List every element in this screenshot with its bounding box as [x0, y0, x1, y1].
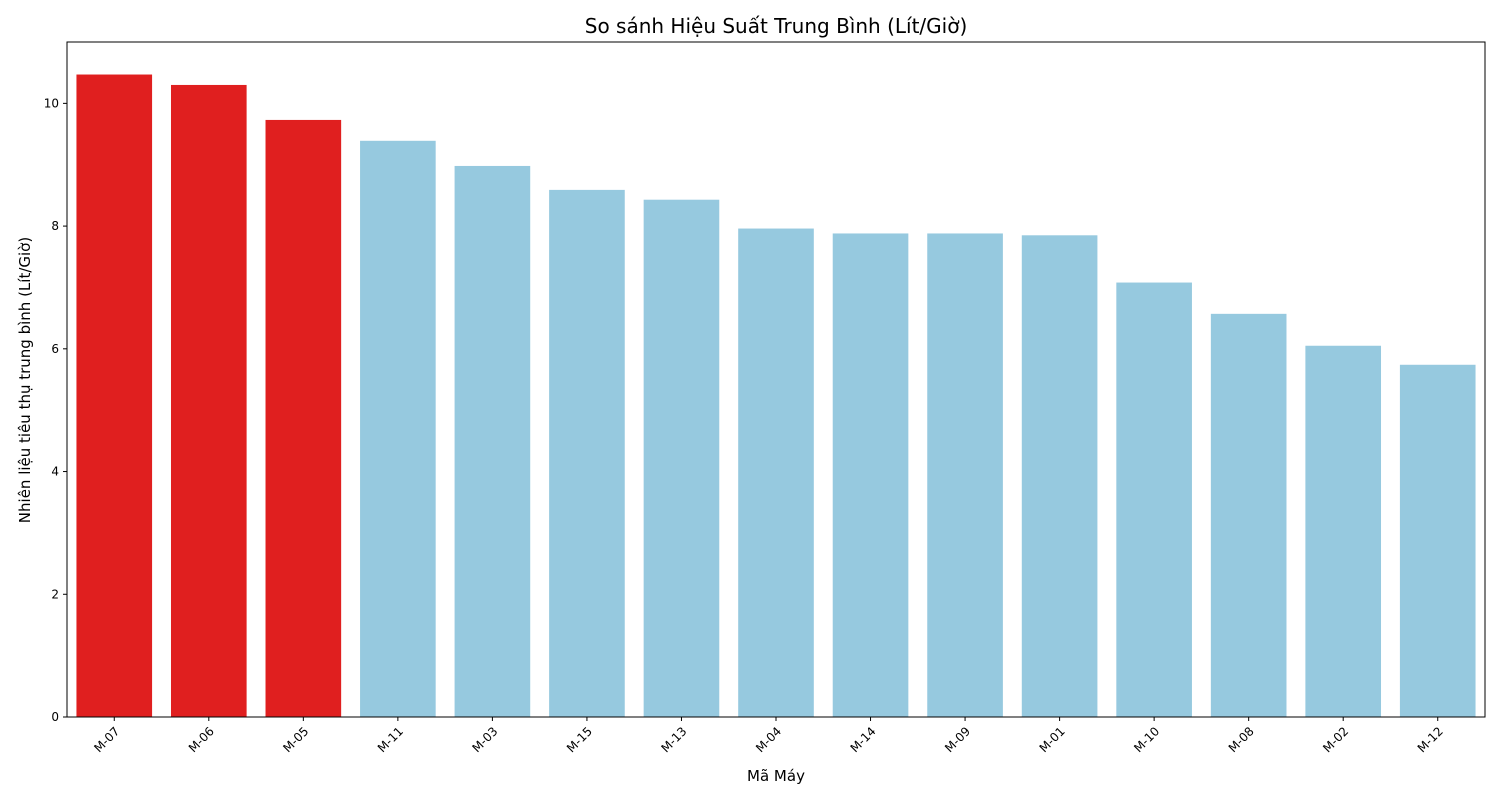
bar-m-05: [265, 119, 342, 717]
bar-m-07: [76, 74, 153, 718]
y-tick-label: 2: [51, 587, 59, 601]
y-axis: 0 2 4 6 8 10: [44, 96, 67, 724]
x-tick-label: M-07: [91, 724, 122, 755]
x-tick-label: M-08: [1226, 724, 1257, 755]
y-tick-label: 8: [51, 219, 59, 233]
x-tick-label: M-12: [1415, 724, 1446, 755]
bar-m-10: [1116, 282, 1192, 717]
x-tick-label: M-04: [753, 724, 784, 755]
plot-frame: [66, 41, 1486, 718]
chart-title: So sánh Hiệu Suất Trung Bình (Lít/Giờ): [585, 14, 968, 38]
x-tick-label: M-05: [280, 724, 311, 755]
x-axis: M-07 M-06 M-05 M-11 M-03 M-15 M-13 M-04 M-14 M-09…: [91, 717, 1446, 755]
x-tick-label: M-09: [942, 724, 973, 755]
y-tick-label: 6: [51, 342, 59, 356]
bars-group: [76, 74, 1476, 718]
x-tick-label: M-11: [375, 724, 406, 755]
x-tick-label: M-02: [1320, 724, 1351, 755]
bar-m-14: [832, 233, 909, 718]
x-tick-label: M-14: [848, 724, 879, 755]
y-tick-label: 0: [51, 710, 59, 724]
bar-m-13: [643, 199, 720, 718]
bar-m-15: [549, 189, 625, 718]
x-tick-label: M-10: [1131, 724, 1162, 755]
bar-m-04: [738, 228, 814, 717]
bar-m-03: [454, 165, 531, 718]
bar-m-01: [1021, 235, 1098, 717]
x-tick-label: M-13: [659, 724, 690, 755]
y-axis-label: Nhiên liệu tiêu thụ trung bình (Lít/Giờ): [16, 237, 34, 523]
bar-m-12: [1399, 364, 1476, 717]
bar-m-09: [927, 233, 1003, 718]
y-tick-label: 4: [51, 465, 59, 479]
x-axis-label: Mã Máy: [747, 767, 805, 785]
bar-m-11: [360, 140, 436, 717]
bar-m-08: [1210, 313, 1287, 717]
bar-m-02: [1305, 345, 1382, 717]
x-tick-label: M-01: [1037, 724, 1068, 755]
x-tick-label: M-03: [469, 724, 500, 755]
bar-m-06: [170, 84, 247, 718]
x-tick-label: M-15: [564, 724, 595, 755]
x-tick-label: M-06: [186, 724, 217, 755]
y-tick-label: 10: [44, 96, 59, 110]
